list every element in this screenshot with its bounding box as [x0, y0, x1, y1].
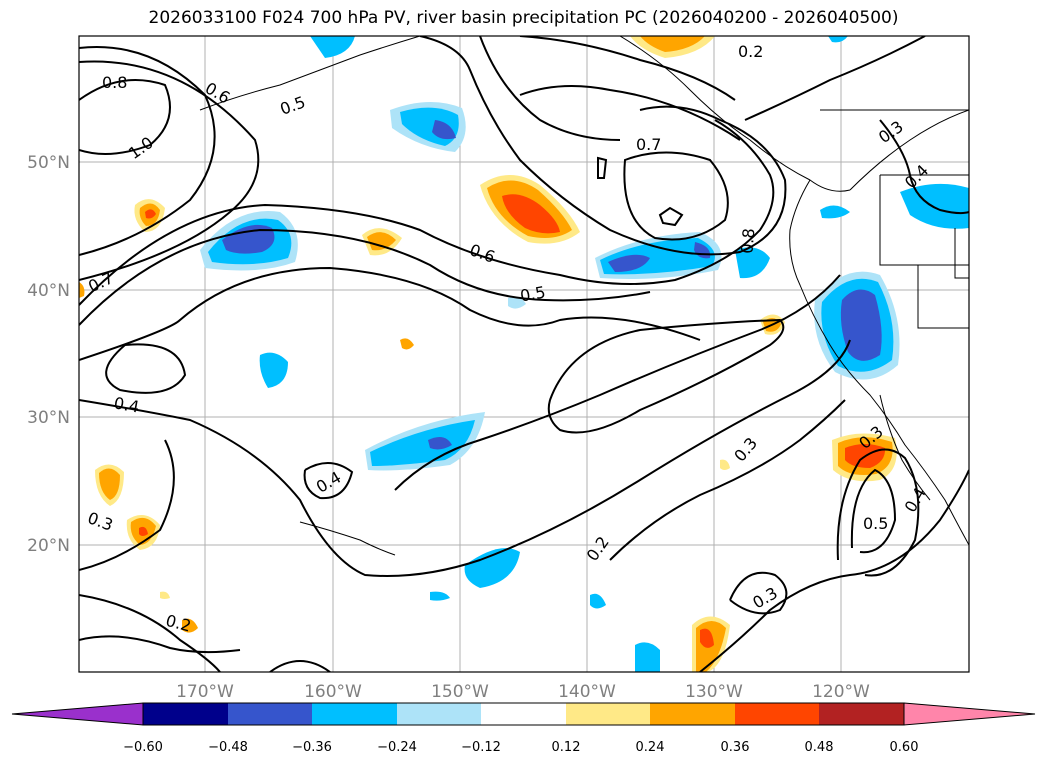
colorbar-tick: −0.24 [377, 740, 417, 755]
lat-axis-labels: 50°N 40°N 30°N 20°N [27, 153, 70, 556]
lon-axis-labels: 170°W 160°W 150°W 140°W 130°W 120°W [176, 682, 870, 702]
lat-label: 40°N [27, 281, 70, 301]
lon-label: 130°W [685, 682, 743, 702]
colorbar-bin [143, 703, 228, 725]
precip-negative [200, 36, 969, 672]
colorbar-tick: −0.48 [208, 740, 248, 755]
colorbar-extend-max [903, 702, 1036, 726]
precip-positive [79, 36, 897, 672]
lon-label: 170°W [176, 682, 234, 702]
contour-label: 0.2 [738, 42, 763, 61]
colorbar-tick: −0.60 [123, 740, 163, 755]
colorbar-extend-min [11, 702, 144, 726]
lat-label: 20°N [27, 536, 70, 556]
colorbar-tick: 0.24 [636, 740, 665, 755]
lon-label: 160°W [304, 682, 362, 702]
lon-label: 120°W [812, 682, 870, 702]
lon-label: 150°W [431, 682, 489, 702]
plot-area: 0.8 0.6 0.5 1.0 0.2 0.3 0.4 0.7 0.6 0.5 … [79, 36, 969, 672]
colorbar-tick: 0.60 [890, 740, 919, 755]
colorbar-bin [397, 703, 481, 725]
colorbar-bin [228, 703, 312, 725]
colorbar-bin [312, 703, 397, 725]
contour-label: 0.5 [519, 282, 547, 305]
colorbar-bin [819, 703, 904, 725]
colorbar-tick: −0.36 [292, 740, 332, 755]
colorbar-bin [566, 703, 650, 725]
contour-label: 0.8 [737, 227, 758, 254]
colorbar-tick: 0.48 [805, 740, 834, 755]
contour-label: 0.5 [863, 514, 888, 533]
coastlines [199, 36, 969, 556]
colorbar: −0.60 −0.48 −0.36 −0.24 −0.12 0.12 0.24 … [11, 702, 1036, 755]
colorbar-bin [735, 703, 819, 725]
colorbar-tick: −0.12 [461, 740, 501, 755]
colorbar-tick: 0.36 [721, 740, 750, 755]
plot-frame [78, 35, 970, 673]
lat-label: 50°N [27, 153, 70, 173]
contour-label: 0.8 [102, 73, 127, 92]
contour-label: 0.7 [636, 135, 661, 154]
lat-label: 30°N [27, 408, 70, 428]
lon-label: 140°W [558, 682, 616, 702]
map-title: 2026033100 F024 700 hPa PV, river basin … [148, 8, 899, 28]
pv-contours [79, 36, 969, 672]
colorbar-bin [481, 703, 566, 725]
colorbar-tick: 0.12 [552, 740, 581, 755]
contour-label: 0.4 [112, 393, 140, 416]
colorbar-bin [650, 703, 735, 725]
